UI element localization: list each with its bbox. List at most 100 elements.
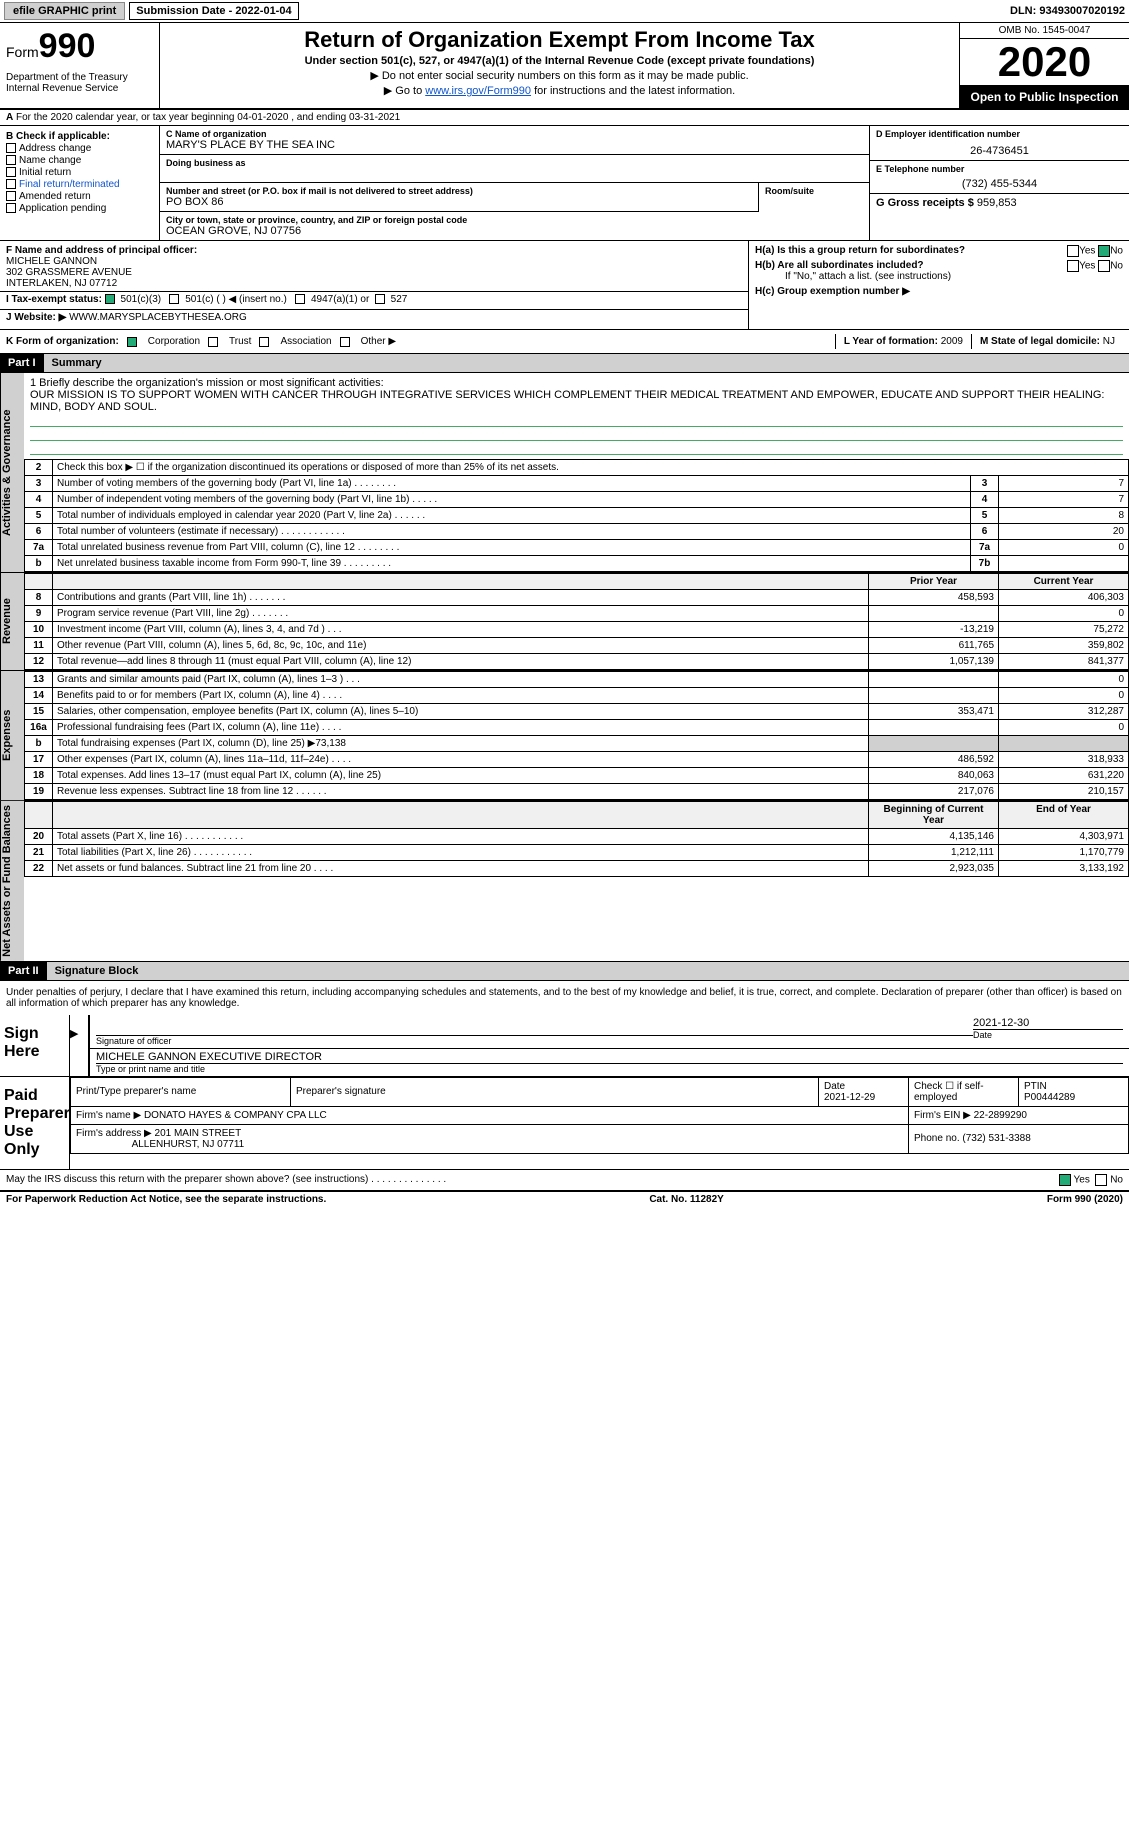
exp-current: 210,157 [999, 784, 1129, 800]
hb-yes[interactable] [1067, 260, 1079, 272]
exp-prior [869, 720, 999, 736]
gov-line-col: 3 [971, 476, 999, 492]
rev-line-desc: Contributions and grants (Part VIII, lin… [53, 590, 869, 606]
firm-phone-label: Phone no. [914, 1133, 960, 1144]
dba-label: Doing business as [166, 158, 863, 168]
rev-current: 75,272 [999, 622, 1129, 638]
rev-current: 406,303 [999, 590, 1129, 606]
net-end: 3,133,192 [999, 861, 1129, 877]
part-2-badge: Part II [0, 962, 47, 980]
exp-current: 0 [999, 672, 1129, 688]
lbl-name-change: Name change [19, 155, 81, 166]
gov-line-val [999, 556, 1129, 572]
gov-line-col: 7b [971, 556, 999, 572]
gov-line-col: 5 [971, 508, 999, 524]
website-label: J Website: ▶ [6, 312, 66, 323]
paid-preparer-label: Paid Preparer Use Only [0, 1077, 70, 1169]
gov-line-val: 7 [999, 492, 1129, 508]
discuss-yes-lbl: Yes [1074, 1174, 1090, 1185]
gov-line-num: 3 [25, 476, 53, 492]
discuss-yes[interactable] [1059, 1174, 1071, 1186]
net-beg: 2,923,035 [869, 861, 999, 877]
chk-other[interactable] [340, 337, 350, 347]
footer-left: For Paperwork Reduction Act Notice, see … [6, 1194, 326, 1205]
h-a-label: H(a) Is this a group return for subordin… [755, 245, 965, 256]
city-label: City or town, state or province, country… [166, 215, 863, 225]
rev-line-num: 11 [25, 638, 53, 654]
sig-officer-label: Signature of officer [96, 1035, 973, 1046]
goto-pre: ▶ Go to [384, 85, 425, 97]
firm-name: DONATO HAYES & COMPANY CPA LLC [144, 1110, 327, 1121]
chk-527[interactable] [375, 294, 385, 304]
chk-initial-return[interactable] [6, 167, 16, 177]
ha-yes[interactable] [1067, 245, 1079, 257]
chk-application-pending[interactable] [6, 203, 16, 213]
chk-corporation[interactable] [127, 337, 137, 347]
mission-intro: 1 Briefly describe the organization's mi… [30, 377, 1123, 389]
firm-addr2: ALLENHURST, NJ 07711 [132, 1139, 245, 1150]
chk-amended-return[interactable] [6, 191, 16, 201]
exp-prior: 486,592 [869, 752, 999, 768]
state-domicile-value: NJ [1103, 336, 1115, 347]
irs-form990-link[interactable]: www.irs.gov/Form990 [425, 85, 531, 97]
exp-prior [869, 672, 999, 688]
rev-current: 0 [999, 606, 1129, 622]
chk-trust[interactable] [208, 337, 218, 347]
chk-501c3[interactable] [105, 294, 115, 304]
form-header: Form990 Department of the Treasury Inter… [0, 23, 1129, 110]
exp-line-desc: Total fundraising expenses (Part IX, col… [53, 736, 869, 752]
chk-name-change[interactable] [6, 155, 16, 165]
chk-4947[interactable] [295, 294, 305, 304]
vside-net-assets: Net Assets or Fund Balances [0, 801, 24, 961]
end-year-hdr: End of Year [999, 802, 1129, 829]
omb-number: OMB No. 1545-0047 [960, 23, 1129, 39]
goto-note: ▶ Go to www.irs.gov/Form990 for instruct… [168, 84, 951, 97]
form-subtitle: Under section 501(c), 527, or 4947(a)(1)… [168, 55, 951, 67]
opt-501c3: 501(c)(3) [121, 294, 162, 305]
exp-prior: 353,471 [869, 704, 999, 720]
chk-final-return[interactable] [6, 179, 16, 189]
column-d-e-g: D Employer identification number 26-4736… [869, 126, 1129, 240]
rev-prior: 1,057,139 [869, 654, 999, 670]
exp-current [999, 736, 1129, 752]
paid-preparer-row: Paid Preparer Use Only Print/Type prepar… [0, 1077, 1129, 1170]
discuss-no[interactable] [1095, 1174, 1107, 1186]
gov-line-val: 8 [999, 508, 1129, 524]
website-value: WWW.MARYSPLACEBYTHESEA.ORG [69, 312, 247, 323]
form-number: Form990 [6, 27, 153, 66]
discuss-no-lbl: No [1110, 1174, 1123, 1185]
rev-prior: 458,593 [869, 590, 999, 606]
form-org-label: K Form of organization: [6, 336, 119, 347]
firm-ein: 22-2899290 [974, 1110, 1027, 1121]
rev-line-num: 12 [25, 654, 53, 670]
firm-addr: 201 MAIN STREET [155, 1128, 242, 1139]
efile-print-button[interactable]: efile GRAPHIC print [4, 2, 125, 20]
beg-year-hdr: Beginning of Current Year [869, 802, 999, 829]
phone-label: E Telephone number [876, 164, 1123, 174]
ha-yes-lbl: Yes [1079, 246, 1095, 257]
chk-address-change[interactable] [6, 143, 16, 153]
sign-here-label: Sign Here [0, 1015, 70, 1076]
rev-line-num: 10 [25, 622, 53, 638]
lbl-address-change: Address change [19, 143, 91, 154]
street-value: PO BOX 86 [166, 196, 752, 208]
discuss-row: May the IRS discuss this return with the… [0, 1170, 1129, 1191]
officer-addr1: 302 GRASSMERE AVENUE [6, 267, 742, 278]
discuss-text: May the IRS discuss this return with the… [6, 1174, 1059, 1186]
ssn-note: ▶ Do not enter social security numbers o… [168, 69, 951, 82]
hb-no[interactable] [1098, 260, 1110, 272]
rev-line-desc: Program service revenue (Part VIII, line… [53, 606, 869, 622]
page-footer: For Paperwork Reduction Act Notice, see … [0, 1191, 1129, 1207]
exp-line-desc: Revenue less expenses. Subtract line 18 … [53, 784, 869, 800]
h-b-label: H(b) Are all subordinates included? [755, 260, 924, 271]
firm-addr-label: Firm's address ▶ [76, 1128, 152, 1139]
exp-line-desc: Other expenses (Part IX, column (A), lin… [53, 752, 869, 768]
officer-print-label: Type or print name and title [96, 1063, 1123, 1074]
chk-501c[interactable] [169, 294, 179, 304]
vside-revenue: Revenue [0, 573, 24, 670]
net-line-num: 21 [25, 845, 53, 861]
state-domicile-label: M State of legal domicile: [980, 336, 1100, 347]
ha-no[interactable] [1098, 245, 1110, 257]
top-bar: efile GRAPHIC print Submission Date - 20… [0, 0, 1129, 23]
chk-association[interactable] [259, 337, 269, 347]
